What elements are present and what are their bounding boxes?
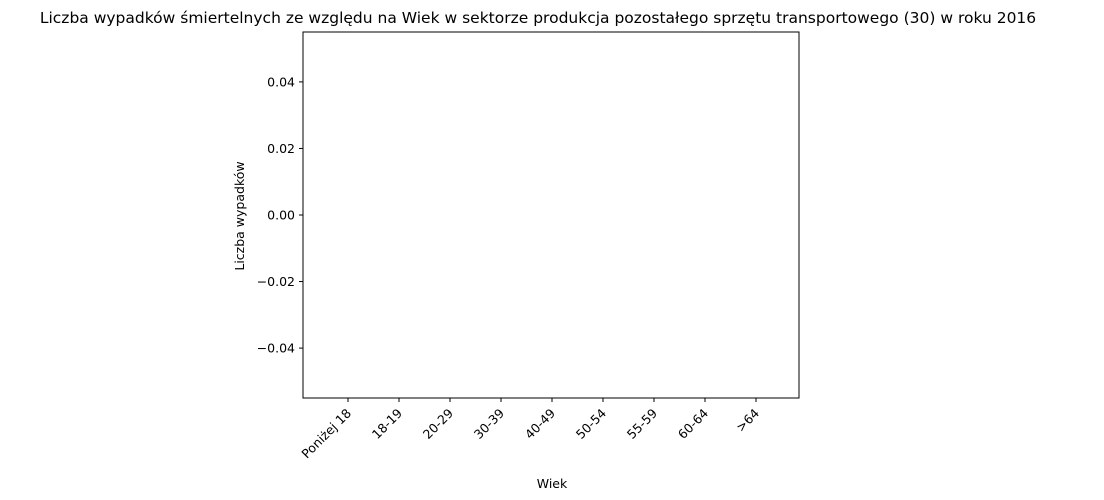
y-tick-label: −0.04: [257, 341, 295, 356]
chart-title: Liczba wypadków śmiertelnych ze względu …: [40, 9, 1036, 27]
x-tick-label: 60-64: [675, 405, 711, 441]
x-axis: Poniżej 18 18-19 20-29 30-39 40-49 50-54 55-59…: [298, 398, 762, 461]
x-tick-label: >64: [733, 405, 762, 434]
y-axis-label: Liczba wypadków: [232, 161, 247, 270]
x-tick-label: 55-59: [624, 405, 660, 441]
y-tick-label: 0.00: [267, 208, 295, 223]
x-tick-label: 18-19: [369, 405, 405, 441]
y-tick-label: 0.02: [267, 141, 295, 156]
plot-frame: [302, 31, 800, 399]
y-axis: 0.04 0.02 0.00 −0.02 −0.04: [257, 74, 303, 356]
y-tick-label: 0.04: [267, 74, 295, 89]
x-tick-label: Poniżej 18: [298, 405, 354, 461]
x-tick-label: 20-29: [420, 405, 456, 441]
x-tick-label: 50-54: [573, 405, 609, 441]
x-axis-label: Wiek: [537, 476, 568, 491]
x-tick-label: 40-49: [522, 405, 558, 441]
x-tick-label: 30-39: [471, 405, 507, 441]
plot-area: [302, 31, 800, 399]
y-tick-label: −0.02: [257, 274, 295, 289]
